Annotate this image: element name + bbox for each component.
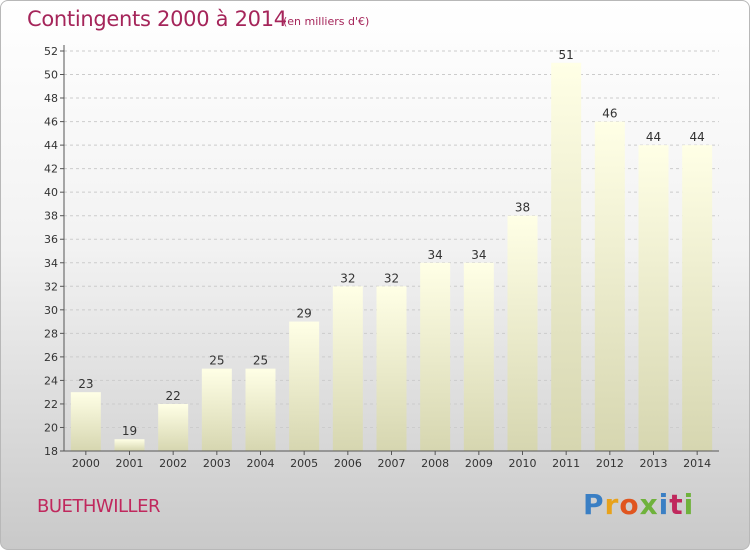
data-label-2014: 44 bbox=[690, 130, 705, 144]
bar-2007 bbox=[376, 286, 407, 451]
y-tick-label: 40 bbox=[44, 186, 58, 199]
y-tick-label: 38 bbox=[44, 210, 58, 223]
x-tick-label-2013: 2013 bbox=[640, 457, 668, 470]
x-tick-label-2008: 2008 bbox=[421, 457, 449, 470]
x-tick-label-2011: 2011 bbox=[552, 457, 580, 470]
y-tick-label: 24 bbox=[44, 374, 58, 387]
x-tick-label-2007: 2007 bbox=[378, 457, 406, 470]
logo-letter: t bbox=[669, 488, 684, 521]
bar-2001 bbox=[114, 439, 145, 451]
logo-letter: P bbox=[583, 488, 605, 521]
y-tick-label: 32 bbox=[44, 280, 58, 293]
bar-2011 bbox=[551, 62, 582, 451]
bar-2002 bbox=[158, 403, 189, 451]
bar-2005 bbox=[289, 321, 320, 451]
data-label-2002: 22 bbox=[166, 389, 181, 403]
commune-name: BUETHWILLER bbox=[37, 496, 160, 517]
data-label-2000: 23 bbox=[78, 377, 93, 391]
x-tick-label-2004: 2004 bbox=[247, 457, 275, 470]
x-tick-label-2014: 2014 bbox=[683, 457, 711, 470]
bars bbox=[70, 62, 713, 452]
data-label-2004: 25 bbox=[253, 354, 268, 368]
y-tick-label: 42 bbox=[44, 163, 58, 176]
bar-2000 bbox=[70, 392, 101, 451]
y-tick-label: 46 bbox=[44, 116, 58, 129]
bar-2003 bbox=[201, 368, 232, 451]
data-label-2005: 29 bbox=[297, 307, 312, 321]
x-tick-label-2009: 2009 bbox=[465, 457, 493, 470]
data-label-2003: 25 bbox=[209, 354, 224, 368]
bar-2013 bbox=[638, 145, 669, 451]
chart-title: Contingents 2000 à 2014 bbox=[27, 7, 287, 31]
y-tick-label: 28 bbox=[44, 327, 58, 340]
y-tick-label: 18 bbox=[44, 445, 58, 458]
data-label-2012: 46 bbox=[602, 107, 617, 121]
proxiti-logo: Proxiti bbox=[583, 488, 694, 521]
bar-2008 bbox=[420, 262, 451, 451]
logo-letter: i bbox=[658, 488, 670, 521]
chart-subtitle: (en milliers d'€) bbox=[283, 15, 370, 28]
x-tick-label-2010: 2010 bbox=[509, 457, 537, 470]
logo-letter: i bbox=[683, 488, 695, 521]
x-tick-label-2001: 2001 bbox=[116, 457, 144, 470]
x-tick-label-2002: 2002 bbox=[159, 457, 187, 470]
axes: 18 20 22 24 26 28 30 32 34 36 38 40 42 44 46 48 50 52 2000… bbox=[44, 45, 719, 470]
y-tick-label: 36 bbox=[44, 233, 58, 246]
data-label-2010: 38 bbox=[515, 201, 530, 215]
logo-letter: r bbox=[604, 488, 620, 521]
y-tick-label: 34 bbox=[44, 257, 58, 270]
data-label-2009: 34 bbox=[471, 248, 486, 262]
y-tick-label: 50 bbox=[44, 69, 58, 82]
logo-letter: x bbox=[639, 488, 659, 521]
y-tick-label: 48 bbox=[44, 92, 58, 105]
x-tick-label-2006: 2006 bbox=[334, 457, 362, 470]
data-label-2007: 32 bbox=[384, 271, 399, 285]
y-tick-label: 44 bbox=[44, 139, 58, 152]
x-tick-label-2012: 2012 bbox=[596, 457, 624, 470]
data-label-2011: 51 bbox=[559, 48, 574, 62]
y-tick-label: 52 bbox=[44, 45, 58, 58]
bar-2014 bbox=[682, 145, 713, 451]
bar-2004 bbox=[245, 368, 276, 451]
y-tick-label: 22 bbox=[44, 398, 58, 411]
data-labels: 23 19 22 25 25 29 32 32 34 34 38 51 46 44 44 bbox=[78, 48, 705, 438]
logo-letter: o bbox=[619, 488, 640, 521]
x-tick-label-2000: 2000 bbox=[72, 457, 100, 470]
data-label-2001: 19 bbox=[122, 424, 137, 438]
x-tick-label-2003: 2003 bbox=[203, 457, 231, 470]
x-tick-label-2005: 2005 bbox=[290, 457, 318, 470]
bar-2010 bbox=[507, 215, 538, 451]
bar-2006 bbox=[332, 286, 363, 451]
y-tick-label: 30 bbox=[44, 304, 58, 317]
y-tick-label: 20 bbox=[44, 421, 58, 434]
data-label-2006: 32 bbox=[340, 271, 355, 285]
data-label-2008: 34 bbox=[428, 248, 443, 262]
data-label-2013: 44 bbox=[646, 130, 661, 144]
bar-2009 bbox=[463, 262, 494, 451]
y-tick-label: 26 bbox=[44, 351, 58, 364]
bar-2012 bbox=[594, 121, 625, 452]
